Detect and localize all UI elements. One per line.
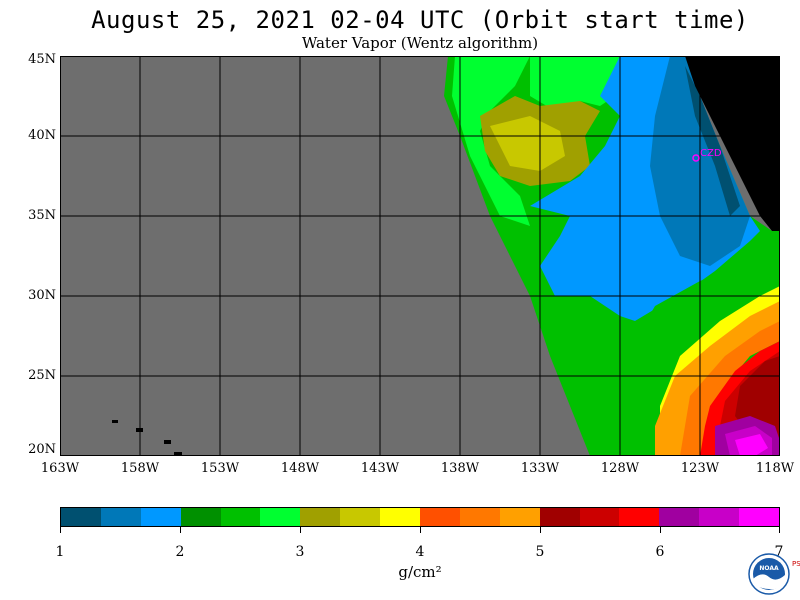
colorbar-label-4: 4 [415, 544, 425, 560]
island-maui [164, 440, 171, 444]
colorbar-label-5: 5 [535, 544, 545, 560]
colorbar-cell [420, 508, 460, 526]
lat-label-30n: 30N [28, 288, 56, 303]
water-vapor-map: CZD [60, 56, 780, 456]
colorbar-tick [779, 527, 780, 533]
colorbar-tick [60, 527, 61, 533]
lat-label-40n: 40N [28, 128, 56, 143]
colorbar-cell [459, 508, 500, 526]
vapor-band-3p5 [490, 116, 565, 171]
lat-label-45n: 45N [28, 52, 56, 67]
colorbar-units: g/cm² [398, 563, 442, 581]
colorbar-tick [180, 527, 181, 533]
colorbar-cell [61, 508, 101, 526]
lat-label-20n: 20N [28, 442, 56, 457]
colorbar-cell [739, 508, 780, 526]
lon-label-128w: 128W [600, 461, 640, 476]
colorbar-tick [540, 527, 541, 533]
colorbar-tick [660, 527, 661, 533]
colorbar-cell [340, 508, 381, 526]
colorbar-label-1: 1 [55, 544, 65, 560]
vapor-band-6p8 [735, 434, 768, 456]
map-title: August 25, 2021 02-04 UTC (Orbit start t… [91, 6, 749, 34]
colorbar-label-3: 3 [295, 544, 305, 560]
colorbar-cell [300, 508, 341, 526]
colorbar-cell [260, 508, 301, 526]
vapor-band-4p5 [680, 321, 780, 456]
island-kauai [112, 420, 118, 423]
colorbar-cell [180, 508, 221, 526]
colorbar-cell [220, 508, 261, 526]
map-frame [60, 56, 780, 456]
colorbar-cell [380, 508, 421, 526]
lon-label-118w: 118W [755, 461, 795, 476]
lon-label-133w: 133W [520, 461, 560, 476]
colorbar-label-6: 6 [655, 544, 665, 560]
colorbar-tick [300, 527, 301, 533]
colorbar-cell [539, 508, 580, 526]
colorbar-cell [140, 508, 181, 526]
colorbar [60, 507, 780, 527]
lon-label-123w: 123W [680, 461, 720, 476]
vapor-band-2p8 [452, 56, 530, 226]
colorbar-label-7: 7 [774, 544, 784, 560]
lon-label-143w: 143W [360, 461, 400, 476]
map-subtitle: Water Vapor (Wentz algorithm) [301, 34, 539, 52]
lon-label-148w: 148W [280, 461, 320, 476]
colorbar-label-2: 2 [175, 544, 185, 560]
vapor-band-1p2 [685, 66, 740, 216]
map-canvas: CZD [60, 56, 780, 456]
colorbar-cell [699, 508, 740, 526]
colorbar-cell [659, 508, 700, 526]
lon-label-153w: 153W [200, 461, 240, 476]
colorbar-cell [619, 508, 660, 526]
colorbar-cell [100, 508, 141, 526]
noaa-logo: NOAA [748, 553, 790, 595]
station-marker [692, 154, 700, 162]
psl-label: PSL [792, 560, 800, 568]
lat-label-35n: 35N [28, 208, 56, 223]
lat-label-25n: 25N [28, 368, 56, 383]
island-hawaii [174, 452, 182, 456]
colorbar-tick [420, 527, 421, 533]
station-label: CZD [700, 148, 722, 159]
lon-label-138w: 138W [440, 461, 480, 476]
graticule [60, 56, 780, 456]
lon-label-158w: 158W [120, 461, 160, 476]
land-mass [685, 56, 780, 231]
colorbar-cell [579, 508, 620, 526]
colorbar-cell [499, 508, 540, 526]
lon-label-163w: 163W [40, 461, 80, 476]
logo-text: NOAA [759, 565, 779, 572]
